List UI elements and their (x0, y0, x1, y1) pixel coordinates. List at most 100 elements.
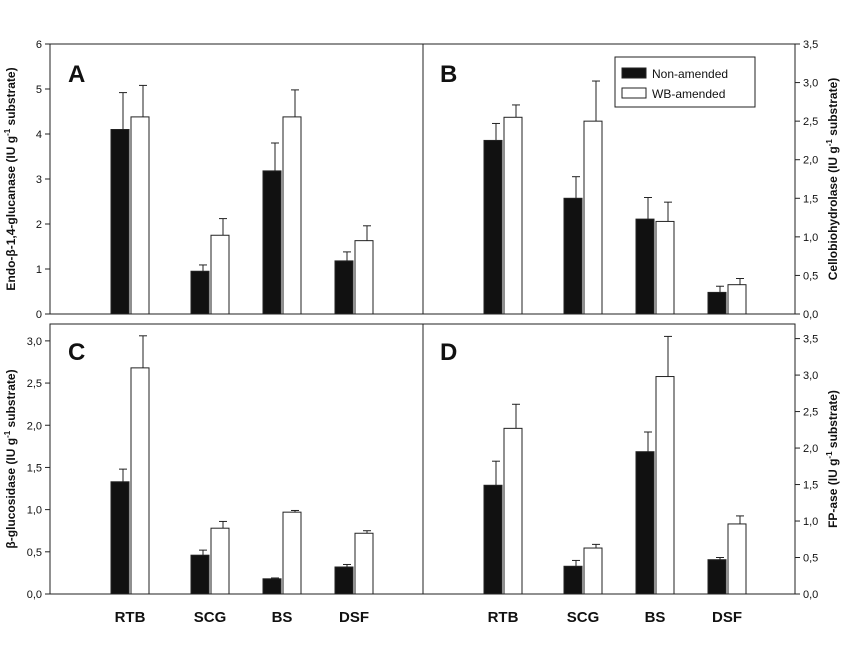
bar-wb-amended-rtb (503, 116, 523, 315)
bar-wb-amended-scg (210, 527, 230, 595)
panel-letter: D (440, 339, 457, 366)
y-tick-label: 0,0 (803, 589, 818, 601)
bar-wb-amended-bs (282, 116, 302, 315)
y-axis-label-tail: substrate) (826, 78, 840, 139)
y-axis-label-main: Cellobiohydrolase (IU g (826, 146, 840, 280)
y-tick-label: 1,5 (803, 480, 818, 492)
y-tick-label: 1,5 (803, 193, 818, 205)
bar-non-amended-dsf (707, 559, 727, 595)
panel-a: A 0 1 2 3 4 5 6 Endo-β-1,4-glucanase (IU g-1 sub… (3, 39, 424, 321)
y-tick-label: 4 (36, 129, 42, 141)
panel-frame (422, 323, 796, 595)
y-tick-label: 0,5 (27, 547, 42, 559)
bar-wb-amended-scg (583, 120, 603, 315)
x-category-label: BS (645, 609, 666, 626)
legend: Non-amended WB-amended (614, 56, 756, 108)
bar-non-amended-dsf (334, 566, 354, 595)
bar-non-amended-bs (635, 451, 655, 595)
bar-wb-amended-bs (282, 511, 302, 595)
y-tick-label: 1,0 (27, 505, 42, 517)
y-axis-label: FP-ase (IU g-1 substrate) (825, 390, 840, 528)
y-tick-label: 2,0 (803, 443, 818, 455)
y-tick-label: 5 (36, 84, 42, 96)
bar-non-amended-bs (635, 218, 655, 315)
bar-non-amended-rtb (483, 139, 503, 315)
y-axis-label: β-glucosidase (IU g-1 substrate) (3, 369, 18, 548)
panel-c: C 0,0 0,5 1,0 1,5 2,0 2,5 3,0 β-glucosidase (IU … (3, 323, 424, 626)
bar-wb-amended-dsf (727, 523, 747, 595)
bar-wb-amended-rtb (130, 116, 150, 315)
y-tick-label: 1 (36, 264, 42, 276)
y-tick-label: 1,5 (27, 462, 42, 474)
y-axis-label-tail: substrate) (4, 67, 18, 128)
bar-wb-amended-bs (655, 220, 675, 315)
y-tick-label: 3 (36, 174, 42, 186)
y-axis-label: Endo-β-1,4-glucanase (IU g-1 substrate) (3, 67, 18, 290)
bar-non-amended-rtb (110, 129, 130, 315)
y-axis-label-tail: substrate) (4, 369, 18, 430)
x-category-label: SCG (567, 609, 600, 626)
bar-wb-amended-dsf (354, 240, 374, 315)
bar-non-amended-scg (190, 270, 210, 315)
y-tick-label: 0,0 (27, 589, 42, 601)
y-axis-label-main: Endo-β-1,4-glucanase (IU g (4, 136, 18, 291)
bar-wb-amended-rtb (503, 427, 523, 595)
y-tick-label: 2,5 (27, 378, 42, 390)
legend-swatch-non-amended (621, 67, 647, 79)
y-axis-label-sup: -1 (3, 430, 12, 438)
y-tick-label: 2,5 (803, 116, 818, 128)
panel-letter: C (68, 339, 85, 366)
x-category-label: DSF (712, 609, 742, 626)
y-tick-label: 2,0 (803, 155, 818, 167)
panel-letter: B (440, 61, 457, 88)
legend-label-non-amended: Non-amended (652, 67, 728, 81)
y-axis-label-sup: -1 (825, 139, 834, 147)
y-tick-label: 0,5 (803, 270, 818, 282)
bar-non-amended-scg (190, 554, 210, 595)
y-tick-label: 3,0 (803, 370, 818, 382)
y-tick-label: 3,5 (803, 39, 818, 51)
bar-non-amended-rtb (483, 484, 503, 595)
panel-b: B 0,0 0,5 1,0 1,5 2,0 2,5 3,0 3,5 Cellobiohydrola… (422, 39, 840, 321)
y-tick-label: 0 (36, 309, 42, 321)
x-category-label: RTB (488, 609, 519, 626)
x-category-label: RTB (115, 609, 146, 626)
panel-letter: A (68, 61, 85, 88)
y-tick-label: 2 (36, 219, 42, 231)
y-axis-label: Cellobiohydrolase (IU g-1 substrate) (825, 78, 840, 281)
y-tick-label: 3,0 (803, 78, 818, 90)
y-axis-label-sup: -1 (3, 128, 12, 136)
bar-non-amended-bs (262, 578, 282, 595)
bar-non-amended-rtb (110, 481, 130, 595)
bar-non-amended-scg (563, 197, 583, 315)
y-tick-label: 3,0 (27, 336, 42, 348)
panel-d: D 0,0 0,5 1,0 1,5 2,0 2,5 3,0 3,5 FP-ase (IU g-1 … (422, 323, 840, 626)
y-axis-label-tail: substrate) (826, 390, 840, 451)
y-axis-label-main: β-glucosidase (IU g (4, 438, 18, 549)
y-tick-label: 2,0 (27, 420, 42, 432)
y-axis-label-main: FP-ase (IU g (826, 459, 840, 528)
legend-box (614, 56, 756, 108)
y-tick-label: 3,5 (803, 334, 818, 346)
bar-wb-amended-dsf (354, 532, 374, 595)
x-category-label: DSF (339, 609, 369, 626)
bar-wb-amended-scg (583, 547, 603, 595)
y-tick-label: 0,0 (803, 309, 818, 321)
bar-wb-amended-dsf (727, 284, 747, 315)
y-tick-label: 6 (36, 39, 42, 51)
bar-non-amended-bs (262, 170, 282, 315)
legend-swatch-wb-amended (621, 87, 647, 99)
bar-wb-amended-bs (655, 376, 675, 595)
x-category-label: SCG (194, 609, 227, 626)
x-category-label: BS (272, 609, 293, 626)
y-tick-label: 0,5 (803, 553, 818, 565)
y-tick-label: 2,5 (803, 407, 818, 419)
bar-wb-amended-rtb (130, 367, 150, 595)
bar-wb-amended-scg (210, 234, 230, 315)
y-tick-label: 1,0 (803, 516, 818, 528)
bar-non-amended-scg (563, 565, 583, 595)
y-axis-label-sup: -1 (825, 451, 834, 459)
panel-frame (422, 43, 796, 315)
